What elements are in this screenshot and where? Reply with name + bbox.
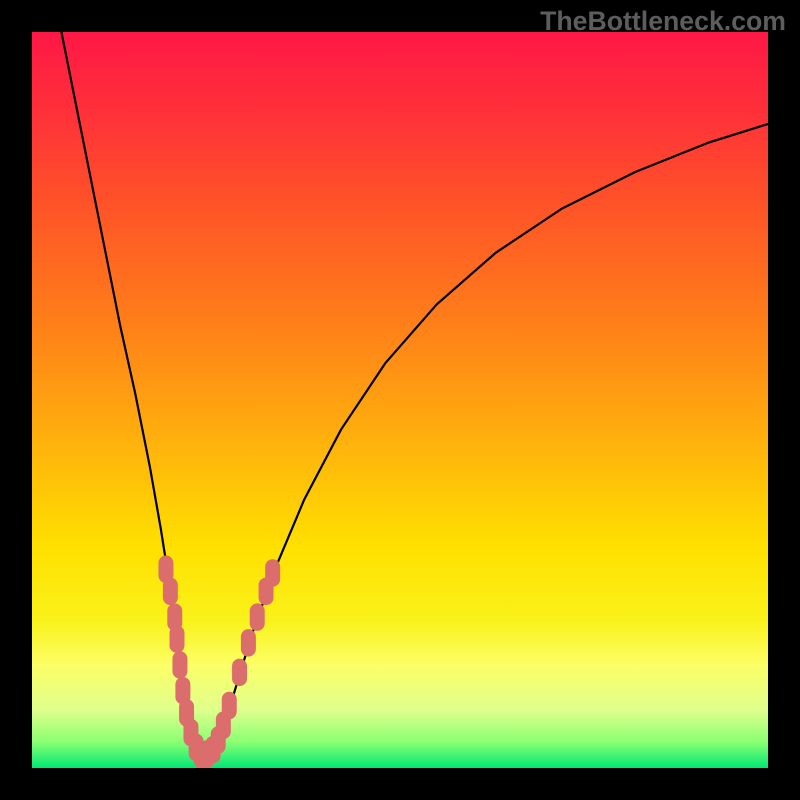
bottleneck-curve-chart — [0, 0, 800, 800]
data-marker — [233, 659, 247, 686]
plot-gradient-background — [32, 32, 768, 768]
watermark-text: TheBottleneck.com — [540, 6, 786, 37]
data-marker — [173, 652, 187, 679]
data-marker — [222, 692, 236, 719]
data-marker — [266, 560, 280, 587]
data-marker — [241, 630, 255, 657]
data-marker — [163, 578, 177, 605]
data-marker — [170, 626, 184, 653]
data-marker — [250, 604, 264, 631]
chart-stage: TheBottleneck.com — [0, 0, 800, 800]
